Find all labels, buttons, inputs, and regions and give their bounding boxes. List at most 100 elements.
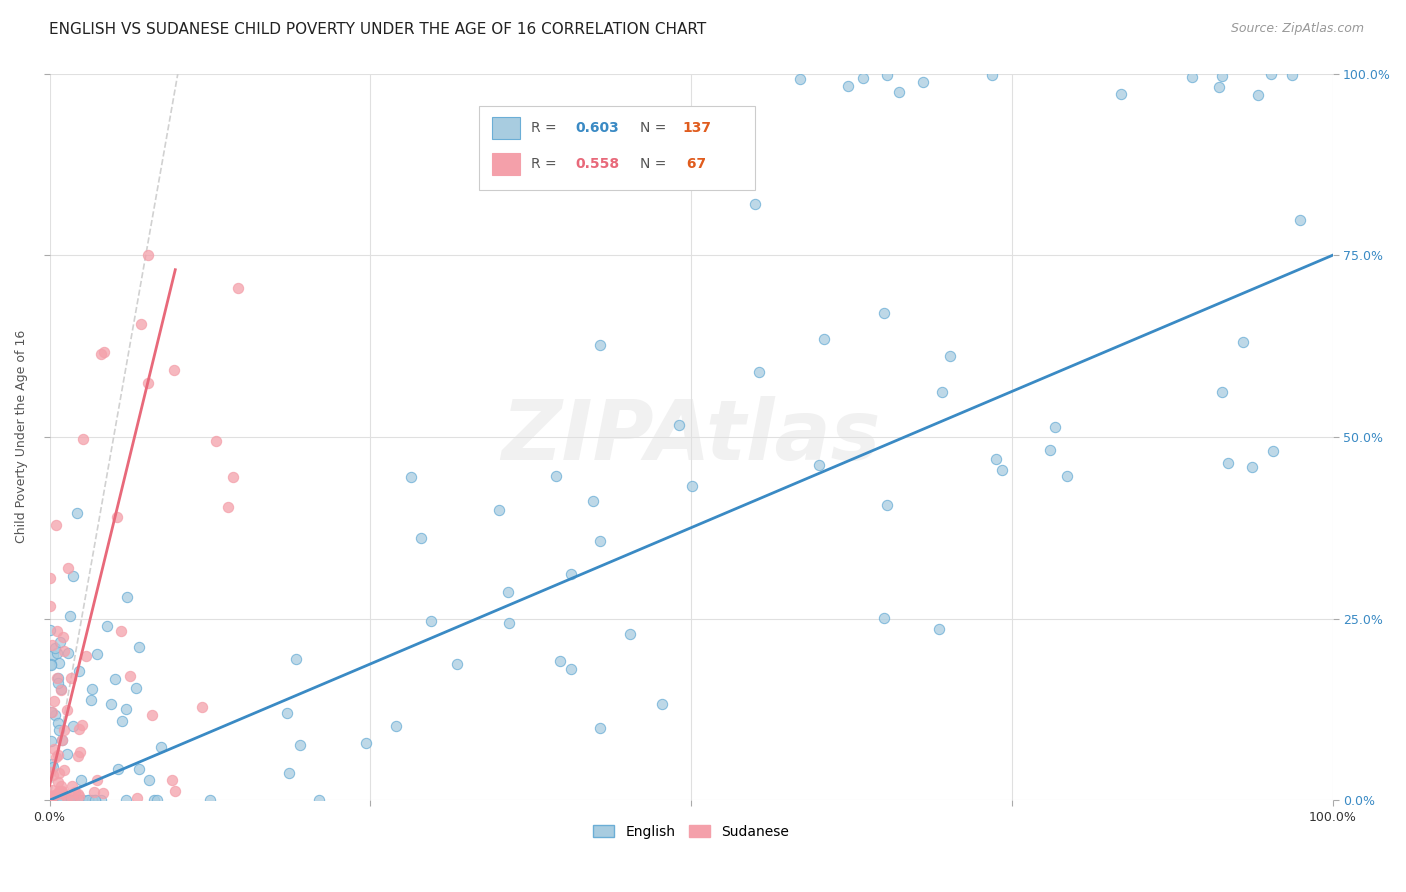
Point — [1216, 456, 1239, 470]
Point — [59, 608, 82, 623]
Point — [41, 757, 63, 772]
Point — [911, 75, 934, 89]
Point — [165, 784, 187, 798]
Point — [217, 500, 239, 514]
Point — [44, 793, 66, 807]
Point — [681, 479, 703, 493]
Point — [290, 738, 312, 752]
Point — [872, 306, 894, 320]
Point — [872, 611, 894, 625]
Point — [876, 68, 898, 82]
Point — [56, 747, 79, 761]
Point — [125, 681, 148, 696]
Point — [668, 417, 690, 432]
Point — [67, 722, 90, 736]
Point — [48, 784, 70, 798]
Point — [1232, 335, 1254, 350]
Point — [58, 793, 80, 807]
Point — [419, 614, 441, 628]
Point — [308, 793, 330, 807]
Point — [41, 790, 63, 805]
Point — [939, 349, 962, 363]
Point — [55, 791, 77, 805]
Point — [114, 702, 136, 716]
Point — [49, 793, 72, 807]
Point — [51, 732, 73, 747]
Point — [44, 793, 66, 807]
Point — [789, 72, 811, 87]
Point — [45, 750, 67, 764]
Point — [69, 745, 91, 759]
Point — [51, 785, 73, 799]
Point — [80, 692, 103, 706]
Point — [45, 518, 67, 533]
Point — [77, 793, 100, 807]
Point — [1288, 213, 1310, 227]
Point — [105, 510, 128, 524]
Point — [66, 506, 89, 520]
FancyBboxPatch shape — [492, 117, 520, 139]
Point — [163, 363, 186, 377]
Point — [837, 79, 859, 94]
Point — [53, 793, 76, 807]
FancyBboxPatch shape — [492, 153, 520, 175]
Point — [560, 663, 582, 677]
Point — [39, 733, 62, 747]
Point — [75, 648, 97, 663]
Point — [107, 762, 129, 776]
Point — [852, 70, 875, 85]
Point — [548, 655, 571, 669]
Point — [59, 793, 82, 807]
Point — [889, 85, 911, 99]
Point — [51, 733, 73, 747]
Point — [200, 793, 222, 807]
Point — [67, 664, 90, 678]
Point — [1180, 70, 1202, 85]
Point — [48, 766, 70, 780]
Point — [1211, 70, 1233, 84]
Point — [136, 247, 159, 261]
Point — [1211, 385, 1233, 400]
Point — [48, 793, 70, 807]
Point — [42, 788, 65, 802]
Point — [581, 494, 603, 508]
Point — [93, 786, 115, 800]
Point — [62, 719, 84, 733]
Point — [66, 748, 89, 763]
Point — [44, 793, 66, 807]
Point — [62, 793, 84, 807]
Point — [551, 161, 574, 175]
Point — [39, 599, 62, 613]
Point — [53, 793, 76, 807]
Point — [44, 708, 66, 723]
Point — [991, 463, 1014, 477]
Point — [46, 624, 69, 638]
Point — [744, 197, 766, 211]
Point — [48, 723, 70, 738]
Text: 0.603: 0.603 — [575, 121, 620, 135]
Point — [83, 785, 105, 799]
Point — [544, 469, 567, 483]
Point — [49, 779, 72, 793]
Point — [62, 793, 84, 807]
Point — [100, 698, 122, 712]
Point — [115, 793, 138, 807]
Point — [52, 630, 75, 644]
Point — [104, 672, 127, 686]
Point — [39, 706, 62, 720]
Point — [65, 785, 87, 799]
Point — [93, 344, 115, 359]
Point — [39, 657, 62, 671]
Point — [41, 783, 63, 797]
Point — [226, 281, 249, 295]
Point — [46, 646, 69, 660]
Point — [39, 623, 62, 637]
Point — [46, 671, 69, 685]
Point — [58, 793, 80, 807]
Text: 0.558: 0.558 — [575, 157, 620, 171]
Point — [84, 793, 107, 807]
Point — [1109, 87, 1132, 102]
Point — [62, 793, 84, 807]
Point — [128, 640, 150, 655]
Point — [51, 793, 73, 807]
